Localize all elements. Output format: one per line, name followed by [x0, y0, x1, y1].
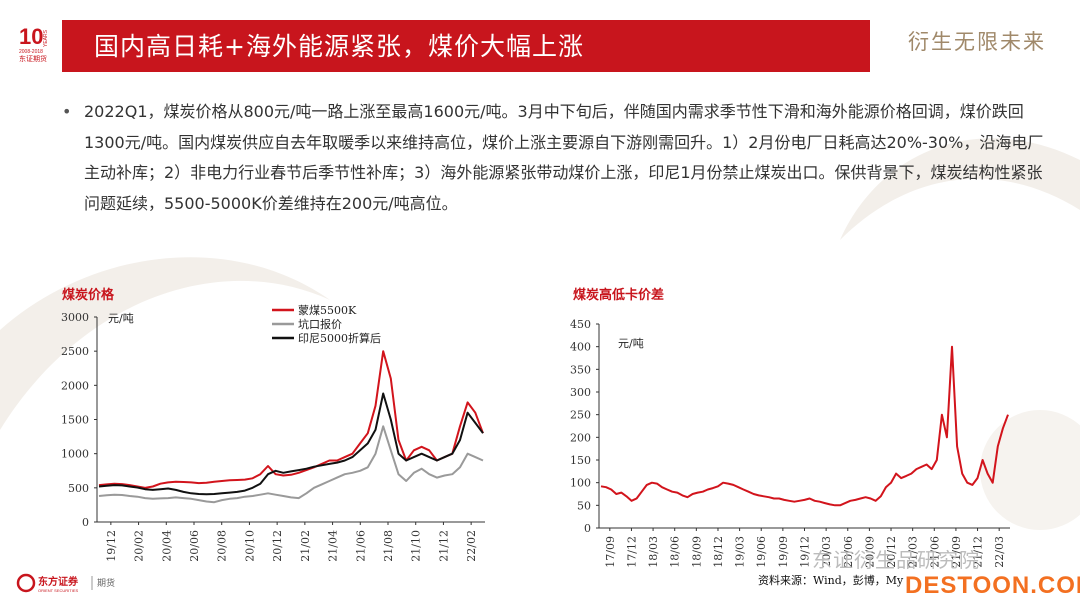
- x-tick-label: 21/12: [972, 536, 985, 568]
- wechat-watermark: 东证衍生品研究院: [812, 548, 980, 572]
- x-tick-label: 21/02: [299, 530, 312, 562]
- x-tick-label: 21/12: [437, 530, 450, 562]
- x-tick-label: 21/06: [354, 530, 367, 562]
- y-tick-label: 0: [584, 522, 591, 535]
- summary-text: 2022Q1，煤炭价格从800元/吨一路上涨至最高1600元/吨。3月中下旬后，…: [84, 102, 1044, 213]
- title-bar: [62, 20, 870, 72]
- series-line-2: [98, 392, 484, 496]
- logo-name: 东证期货: [19, 54, 47, 63]
- company-name-en: ORIENT SECURITIES: [38, 588, 78, 593]
- x-tick-label: 17/09: [604, 536, 617, 568]
- bullet-dot: •: [62, 102, 72, 121]
- x-tick-label: 22/02: [465, 530, 478, 562]
- legend-label: 坑口报价: [298, 317, 342, 331]
- x-tick-label: 18/09: [690, 536, 703, 568]
- x-tick-label: 21/08: [382, 530, 395, 562]
- y-tick-label: 100: [570, 477, 591, 490]
- x-tick-label: 20/09: [863, 536, 876, 568]
- legend-label: 印尼5000折算后: [298, 331, 381, 345]
- coal-price-chart: 0 500 1000 1500 2000 2500 3000 19/12 20/02 20/04 2…: [61, 304, 485, 562]
- y-tick-label: 1000: [61, 448, 89, 461]
- company-sub: 期货: [97, 577, 115, 589]
- page-title: 国内高日耗+海外能源紧张，煤价大幅上涨: [94, 32, 584, 61]
- y-tick-label: 400: [570, 341, 591, 354]
- chart2-title: 煤炭高低卡价差: [573, 288, 665, 303]
- y-tick-label: 150: [570, 454, 591, 467]
- x-tick-label: 19/03: [734, 536, 747, 568]
- logo-years: YEARS: [43, 29, 49, 47]
- data-source: 资料来源：Wind，彭博，My: [758, 574, 904, 587]
- unit-label: 元/吨: [618, 337, 644, 350]
- x-tick-label: 21/06: [928, 536, 941, 568]
- legend-label: 蒙煤5500K: [298, 304, 357, 317]
- x-tick-label: 20/04: [160, 530, 173, 562]
- series-line-1: [98, 425, 484, 504]
- y-tick-label: 1500: [61, 414, 89, 427]
- x-tick-label: 20/03: [820, 536, 833, 568]
- summary-bullet: • 2022Q1，煤炭价格从800元/吨一路上涨至最高1600元/吨。3月中下旬…: [62, 97, 1052, 219]
- y-tick-label: 450: [570, 318, 591, 331]
- y-tick-label: 2000: [61, 379, 89, 392]
- x-tick-label: 22/03: [993, 536, 1006, 568]
- logo-dates: 2008-2018: [19, 49, 43, 55]
- footer-logo: 东方证券 ORIENT SECURITIES 期货: [16, 573, 115, 593]
- chart1-title: 煤炭价格: [62, 288, 115, 303]
- x-tick-label: 18/03: [647, 536, 660, 568]
- x-tick-label: 19/06: [755, 536, 768, 568]
- x-tick-label: 20/12: [885, 536, 898, 568]
- y-tick-label: 500: [68, 482, 89, 495]
- slogan: 衍生无限未来: [908, 30, 1046, 54]
- x-tick-label: 20/08: [216, 530, 229, 562]
- y-tick-label: 2500: [61, 345, 89, 358]
- y-tick-label: 200: [570, 431, 591, 444]
- y-tick-label: 300: [570, 386, 591, 399]
- x-tick-label: 20/02: [133, 530, 146, 562]
- company-name: 东方证券: [38, 575, 79, 588]
- x-tick-label: 21/10: [410, 530, 423, 562]
- brand-logo: 10 YEARS 2008-2018 东证期货: [0, 20, 62, 70]
- x-tick-label: 21/09: [950, 536, 963, 568]
- logo-number: 10: [19, 24, 43, 49]
- y-tick-label: 350: [570, 363, 591, 376]
- x-tick-label: 20/06: [842, 536, 855, 568]
- x-tick-label: 19/09: [777, 536, 790, 568]
- y-tick-label: 0: [82, 516, 89, 529]
- x-tick-label: 20/12: [271, 530, 284, 562]
- series-line-0: [600, 345, 1009, 507]
- x-tick-label: 18/06: [669, 536, 682, 568]
- x-tick-label: 20/10: [243, 530, 256, 562]
- company-emblem-icon: [16, 573, 36, 593]
- y-tick-label: 50: [577, 499, 591, 512]
- unit-label: 元/吨: [108, 312, 134, 325]
- x-tick-label: 17/12: [625, 536, 638, 568]
- x-tick-label: 21/03: [907, 536, 920, 568]
- y-tick-label: 250: [570, 409, 591, 422]
- x-tick-label: 21/04: [327, 530, 340, 562]
- x-tick-label: 20/06: [188, 530, 201, 562]
- x-tick-label: 18/12: [712, 536, 725, 568]
- site-watermark: DESTOON.COM: [905, 572, 1080, 599]
- coal-spread-chart: 0 50 100 150 200 250 300 350 400 450 17/09 17/12 18/…: [570, 318, 1010, 568]
- y-tick-label: 3000: [61, 311, 89, 324]
- x-tick-label: 19/12: [105, 530, 118, 562]
- x-tick-label: 19/12: [799, 536, 812, 568]
- series-line-0: [98, 350, 484, 489]
